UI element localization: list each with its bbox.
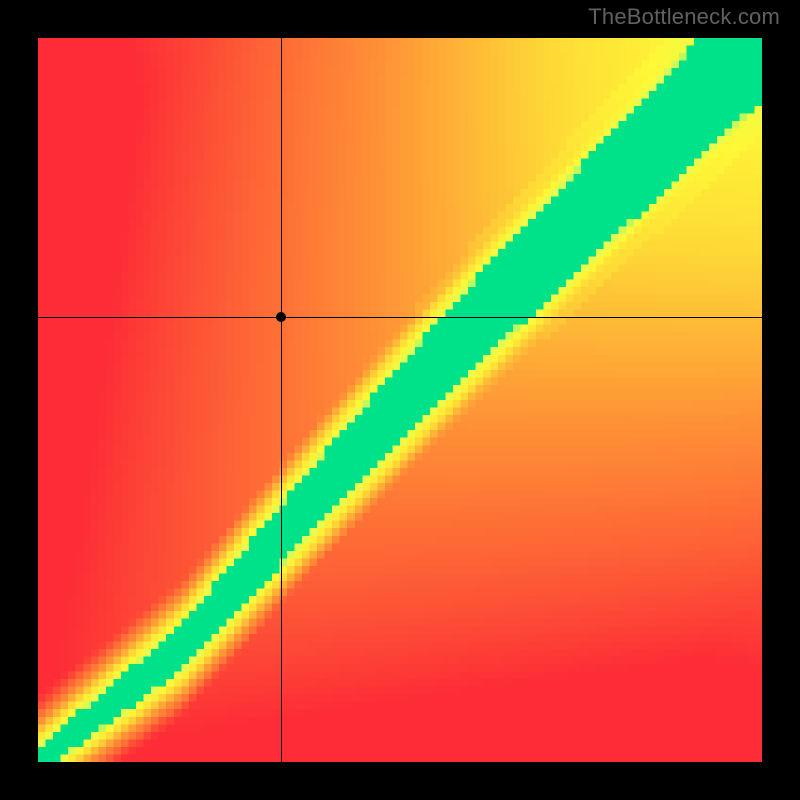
crosshair-vertical: [281, 38, 282, 762]
selected-datapoint[interactable]: [276, 312, 286, 322]
bottleneck-heatmap: [38, 38, 762, 762]
crosshair-horizontal: [38, 317, 762, 318]
watermark-text: TheBottleneck.com: [588, 4, 780, 30]
